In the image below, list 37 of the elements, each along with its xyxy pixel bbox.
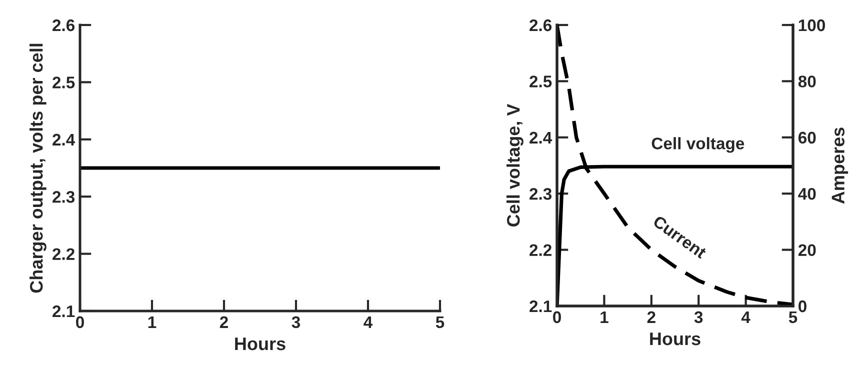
x-tick-label: 2 xyxy=(220,316,228,328)
y2-tick-label: 100 xyxy=(798,19,825,32)
x-tick-label: 0 xyxy=(76,316,84,328)
y2-axis-title: Amperes xyxy=(832,128,848,204)
y-tick-label: 2.4 xyxy=(52,134,76,146)
y-tick-label: 2.6 xyxy=(52,19,75,32)
x-tick-label: 1 xyxy=(148,316,156,328)
x-tick-label: 1 xyxy=(600,311,608,323)
x-axis-title: Hours xyxy=(650,332,700,346)
y-tick-label: 2.5 xyxy=(530,76,552,88)
y-tick-label: 2.6 xyxy=(530,19,552,32)
series-label: Cell voltage xyxy=(652,137,744,153)
y2-tick-label: 20 xyxy=(798,244,816,256)
y2-tick-label: 40 xyxy=(798,188,816,200)
y-tick-label: 2.3 xyxy=(52,191,75,203)
x-axis-title: Hours xyxy=(235,338,286,350)
y-axis-title: Charger output, volts per cell xyxy=(30,44,46,293)
y-tick-label: 2.2 xyxy=(52,248,74,260)
x-tick-label: 2 xyxy=(647,311,656,323)
x-tick-label: 4 xyxy=(364,316,373,328)
x-tick-label: 3 xyxy=(292,316,300,328)
y-tick-label: 2.3 xyxy=(530,188,552,200)
x-tick-label: 3 xyxy=(694,311,703,324)
y-tick-label: 2.1 xyxy=(530,300,552,312)
y2-tick-label: 60 xyxy=(798,132,816,144)
y-tick-label: 2.5 xyxy=(52,76,75,88)
x-tick-label: 4 xyxy=(741,311,750,323)
y2-tick-label: 80 xyxy=(798,76,816,88)
x-tick-label: 5 xyxy=(436,316,444,328)
x-tick-label: 5 xyxy=(788,311,798,324)
y-tick-label: 2.4 xyxy=(530,132,552,144)
line-series xyxy=(557,25,793,306)
x-tick-label: 0 xyxy=(553,311,561,324)
y-tick-label: 2.1 xyxy=(52,305,75,318)
y-axis-title: Cell voltage, V xyxy=(506,104,524,226)
y2-tick-label: 0 xyxy=(798,300,806,312)
y-tick-label: 2.2 xyxy=(530,244,552,256)
